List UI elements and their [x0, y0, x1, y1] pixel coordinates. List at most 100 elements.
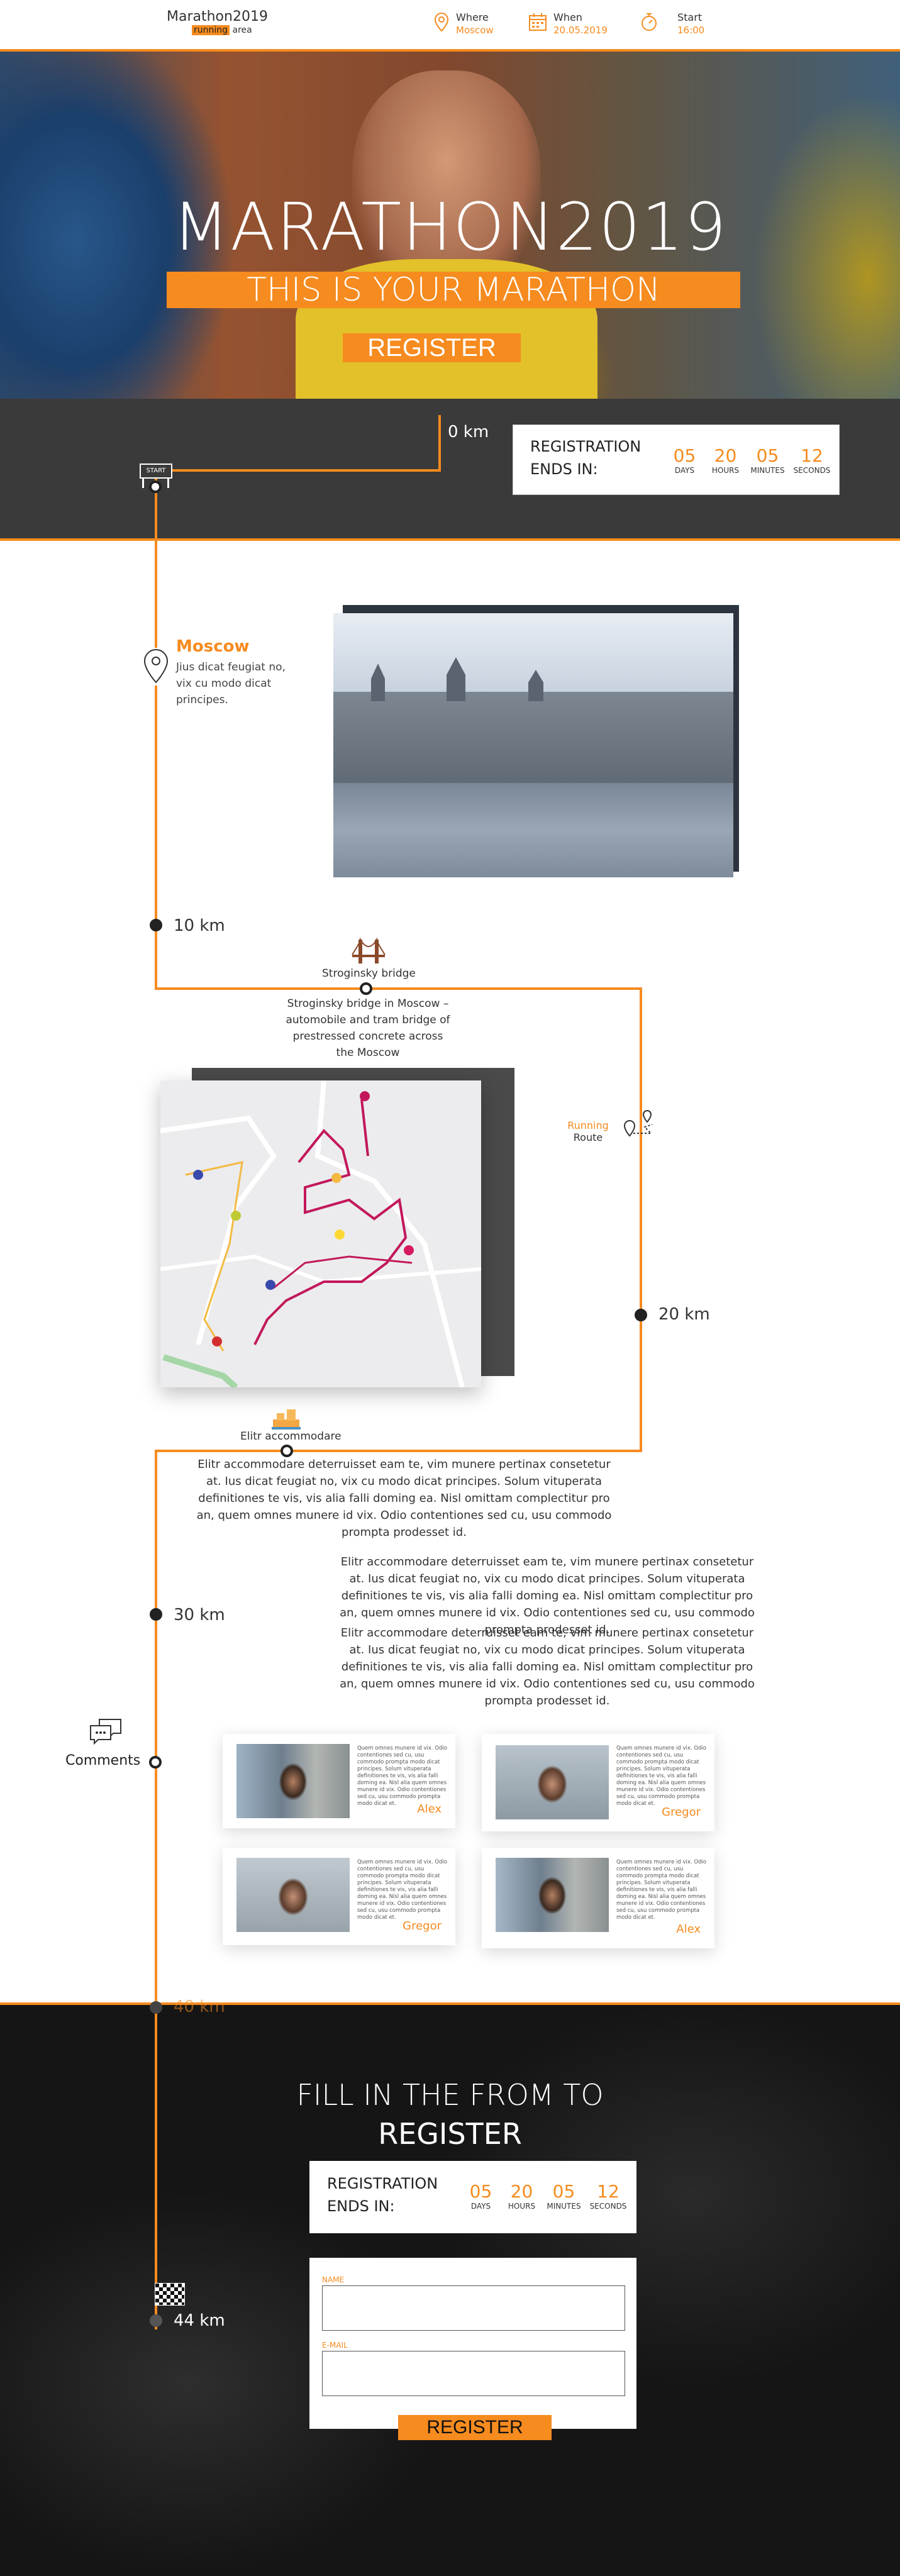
start-label: Start — [677, 11, 703, 23]
register-submit-button[interactable]: REGISTER — [398, 2415, 552, 2440]
route-line — [438, 415, 441, 472]
accommodation-paragraph-3: Elitr accommodare deterruisset eam te, v… — [340, 1626, 755, 1707]
bridge-dot — [360, 982, 372, 995]
accommodation-paragraph-1: Elitr accommodare deterruisset eam te, v… — [196, 1458, 612, 1539]
logo-rest: area — [232, 25, 252, 35]
route-line — [155, 469, 441, 472]
hotel-icon — [272, 1409, 301, 1430]
countdown-hours: 20 HOURS — [504, 2181, 539, 2211]
running-route-line2: Route — [573, 1131, 603, 1143]
moscow-text: Jius dicat feugiat no, vix cu modo dicat… — [176, 661, 286, 706]
start-value: 16:00 — [677, 25, 705, 36]
where-label: Where — [456, 11, 489, 23]
moscow-photo — [333, 613, 733, 877]
logo-highlight: running — [192, 25, 230, 35]
days-value: 05 — [673, 445, 696, 466]
email-label: E-MAIL — [322, 2341, 348, 2350]
comment-card: Quem omnes munere id vix. Odio contentio… — [223, 1734, 455, 1828]
name-input[interactable] — [322, 2285, 625, 2331]
km-20-dot — [635, 1309, 647, 1321]
register-title: FILL IN THE FROM TO REGISTER — [0, 2075, 900, 2153]
seconds-label: SECONDS — [793, 466, 831, 475]
comments-label: Comments — [65, 1753, 141, 1768]
km-0-label: 0 km — [448, 423, 489, 441]
hours-label: HOURS — [711, 466, 740, 475]
logo-title[interactable]: Marathon2019 — [167, 9, 268, 25]
seconds-value: 12 — [801, 445, 823, 466]
comment-text: Quem omnes munere id vix. Odio contentio… — [616, 1745, 706, 1807]
km-10-dot — [150, 919, 162, 931]
route-map-drawing — [160, 1080, 481, 1387]
comment-card: Quem omnes munere id vix. Odio contentio… — [223, 1848, 455, 1945]
chat-bubbles-icon — [90, 1719, 121, 1745]
when-label: When — [553, 11, 582, 23]
route-line — [155, 987, 642, 990]
location-pin-icon — [143, 648, 169, 684]
comment-text: Quem omnes munere id vix. Odio contentio… — [357, 1745, 447, 1807]
hero-subtitle: THIS IS YOUR MARATHON — [167, 272, 740, 308]
minutes-label: MINUTES — [547, 2202, 581, 2211]
register-section — [0, 2002, 900, 2576]
email-input[interactable] — [322, 2351, 625, 2396]
comment-photo — [496, 1858, 609, 1932]
km-44-dot — [150, 2314, 162, 2327]
hours-value: 20 — [510, 2181, 533, 2202]
comment-text: Quem omnes munere id vix. Odio contentio… — [616, 1859, 706, 1921]
comment-card: Quem omnes munere id vix. Odio contentio… — [482, 1734, 714, 1831]
start-sign: START — [140, 464, 172, 479]
km-40-dot — [150, 2001, 162, 2014]
registration-countdown: REGISTRATION ENDS IN: 05 DAYS 20 HOURS 05 MI… — [513, 425, 840, 495]
moscow-title: Moscow — [176, 637, 250, 656]
km-44-label: 44 km — [174, 2311, 225, 2330]
finish-flag-icon — [155, 2283, 185, 2306]
countdown-seconds: 12 SECONDS — [586, 2181, 630, 2211]
hero-register-button[interactable]: REGISTER — [343, 333, 521, 362]
running-route-label: Running Route — [566, 1119, 610, 1143]
days-label: DAYS — [674, 466, 695, 475]
route-start-dot — [149, 480, 162, 493]
comment-photo — [496, 1745, 609, 1819]
route-map-icon — [623, 1109, 653, 1137]
comment-author: Gregor — [662, 1806, 701, 1819]
comment-author: Alex — [417, 1802, 442, 1816]
countdown-label-line1: REGISTRATION — [327, 2175, 438, 2192]
km-30-dot — [150, 1608, 162, 1621]
logo-subtitle: running area — [192, 25, 252, 35]
comments-dot — [149, 1756, 162, 1768]
bridge-icon — [352, 937, 386, 963]
route-line — [640, 987, 642, 1452]
countdown-seconds: 12 SECONDS — [790, 445, 834, 475]
when-info: When 20.05.2019 — [553, 11, 608, 36]
minutes-value: 05 — [552, 2181, 575, 2202]
countdown-minutes: 05 MINUTES — [747, 445, 788, 475]
registration-form: NAME E-MAIL — [309, 2258, 636, 2429]
km-10-label: 10 km — [174, 916, 225, 935]
countdown-label: REGISTRATION ENDS IN: — [327, 2172, 438, 2218]
running-route-line1: Running — [567, 1119, 609, 1131]
registration-countdown-footer: REGISTRATION ENDS IN: 05 DAYS 20 HOURS 05 MI… — [309, 2161, 636, 2233]
route-map[interactable] — [160, 1080, 481, 1387]
countdown-label-line2: ENDS IN: — [327, 2197, 395, 2215]
route-line — [155, 469, 157, 989]
name-label: NAME — [322, 2275, 345, 2284]
countdown-label: REGISTRATION ENDS IN: — [530, 435, 641, 480]
accommodation-paragraph-2: Elitr accommodare deterruisset eam te, v… — [340, 1555, 755, 1636]
countdown-days: 05 DAYS — [670, 445, 699, 475]
where-value: Moscow — [456, 25, 494, 36]
km-20-label: 20 km — [658, 1305, 710, 1324]
hours-value: 20 — [714, 445, 737, 466]
comment-photo — [236, 1744, 350, 1818]
seconds-label: SECONDS — [589, 2202, 627, 2211]
countdown-hours: 20 HOURS — [708, 445, 743, 475]
register-title-line1: FILL IN THE FROM TO — [296, 2078, 604, 2112]
route-line — [155, 1450, 157, 2327]
route-line — [155, 2002, 157, 2329]
start-sign-pole — [142, 478, 144, 488]
start-sign-pole — [167, 478, 169, 488]
countdown-days: 05 DAYS — [467, 2181, 495, 2211]
days-value: 05 — [469, 2181, 492, 2202]
accommodation-label: Elitr accommodare — [240, 1430, 342, 1443]
countdown-label-line2: ENDS IN: — [530, 460, 598, 478]
when-value: 20.05.2019 — [553, 25, 608, 36]
minutes-label: MINUTES — [750, 466, 785, 475]
